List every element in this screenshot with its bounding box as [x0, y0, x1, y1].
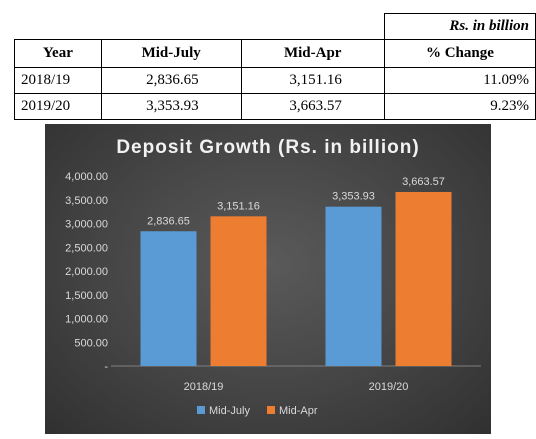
header-mid-july: Mid-July [100, 39, 242, 68]
header-year: Year [14, 39, 102, 68]
y-tick-label: 4,000.00 [65, 171, 108, 183]
y-tick-label: 3,500.00 [65, 195, 108, 207]
cell-mid-apr: 3,151.16 [240, 67, 385, 94]
cell-year: 2019/20 [14, 93, 102, 120]
data-label: 3,663.57 [402, 176, 445, 188]
cell-change: 11.09% [383, 67, 536, 94]
y-tick-label: 1,500.00 [65, 290, 108, 302]
legend-swatch [267, 406, 275, 414]
chart-title: Deposit Growth (Rs. in billion) [116, 137, 419, 158]
header-change: % Change [383, 39, 536, 68]
y-tick-label: 2,000.00 [65, 266, 108, 278]
cell-mid-apr: 3,663.57 [240, 93, 385, 120]
table-row: 2019/20 3,353.93 3,663.57 9.23% [14, 93, 536, 120]
cell-change: 9.23% [383, 93, 536, 120]
deposit-table: Rs. in billion Year Mid-July Mid-Apr % C… [14, 13, 536, 120]
table-row: 2018/19 2,836.65 3,151.16 11.09% [14, 67, 536, 94]
legend-label: Mid-Apr [279, 405, 318, 417]
legend-swatch [197, 406, 205, 414]
x-tick-label: 2019/20 [369, 381, 409, 393]
y-tick-label: 3,000.00 [65, 219, 108, 231]
legend-label: Mid-July [209, 405, 250, 417]
unit-label: Rs. in billion [383, 13, 536, 40]
data-label: 3,353.93 [332, 191, 375, 203]
data-label: 2,836.65 [147, 215, 190, 227]
deposit-growth-chart: Deposit Growth (Rs. in billion) - 500.00 1… [45, 124, 491, 434]
y-tick-label: 500.00 [74, 337, 108, 349]
unit-row: Rs. in billion [15, 13, 536, 40]
bar-mid-july [325, 206, 382, 366]
bar-mid-apr [210, 216, 267, 366]
y-tick-label: 2,500.00 [65, 242, 108, 254]
header-mid-apr: Mid-Apr [240, 39, 385, 68]
y-tick-label: - [104, 361, 108, 373]
header-row: Year Mid-July Mid-Apr % Change [14, 39, 536, 68]
data-label: 3,151.16 [217, 200, 260, 212]
cell-year: 2018/19 [14, 67, 102, 94]
bar-mid-apr [395, 191, 452, 366]
cell-mid-july: 3,353.93 [100, 93, 242, 120]
chart-canvas: Deposit Growth (Rs. in billion) - 500.00 1… [65, 137, 481, 417]
bar-mid-july [140, 231, 197, 366]
x-tick-label: 2018/19 [184, 381, 224, 393]
cell-mid-july: 2,836.65 [100, 67, 242, 94]
y-tick-label: 1,000.00 [65, 314, 108, 326]
